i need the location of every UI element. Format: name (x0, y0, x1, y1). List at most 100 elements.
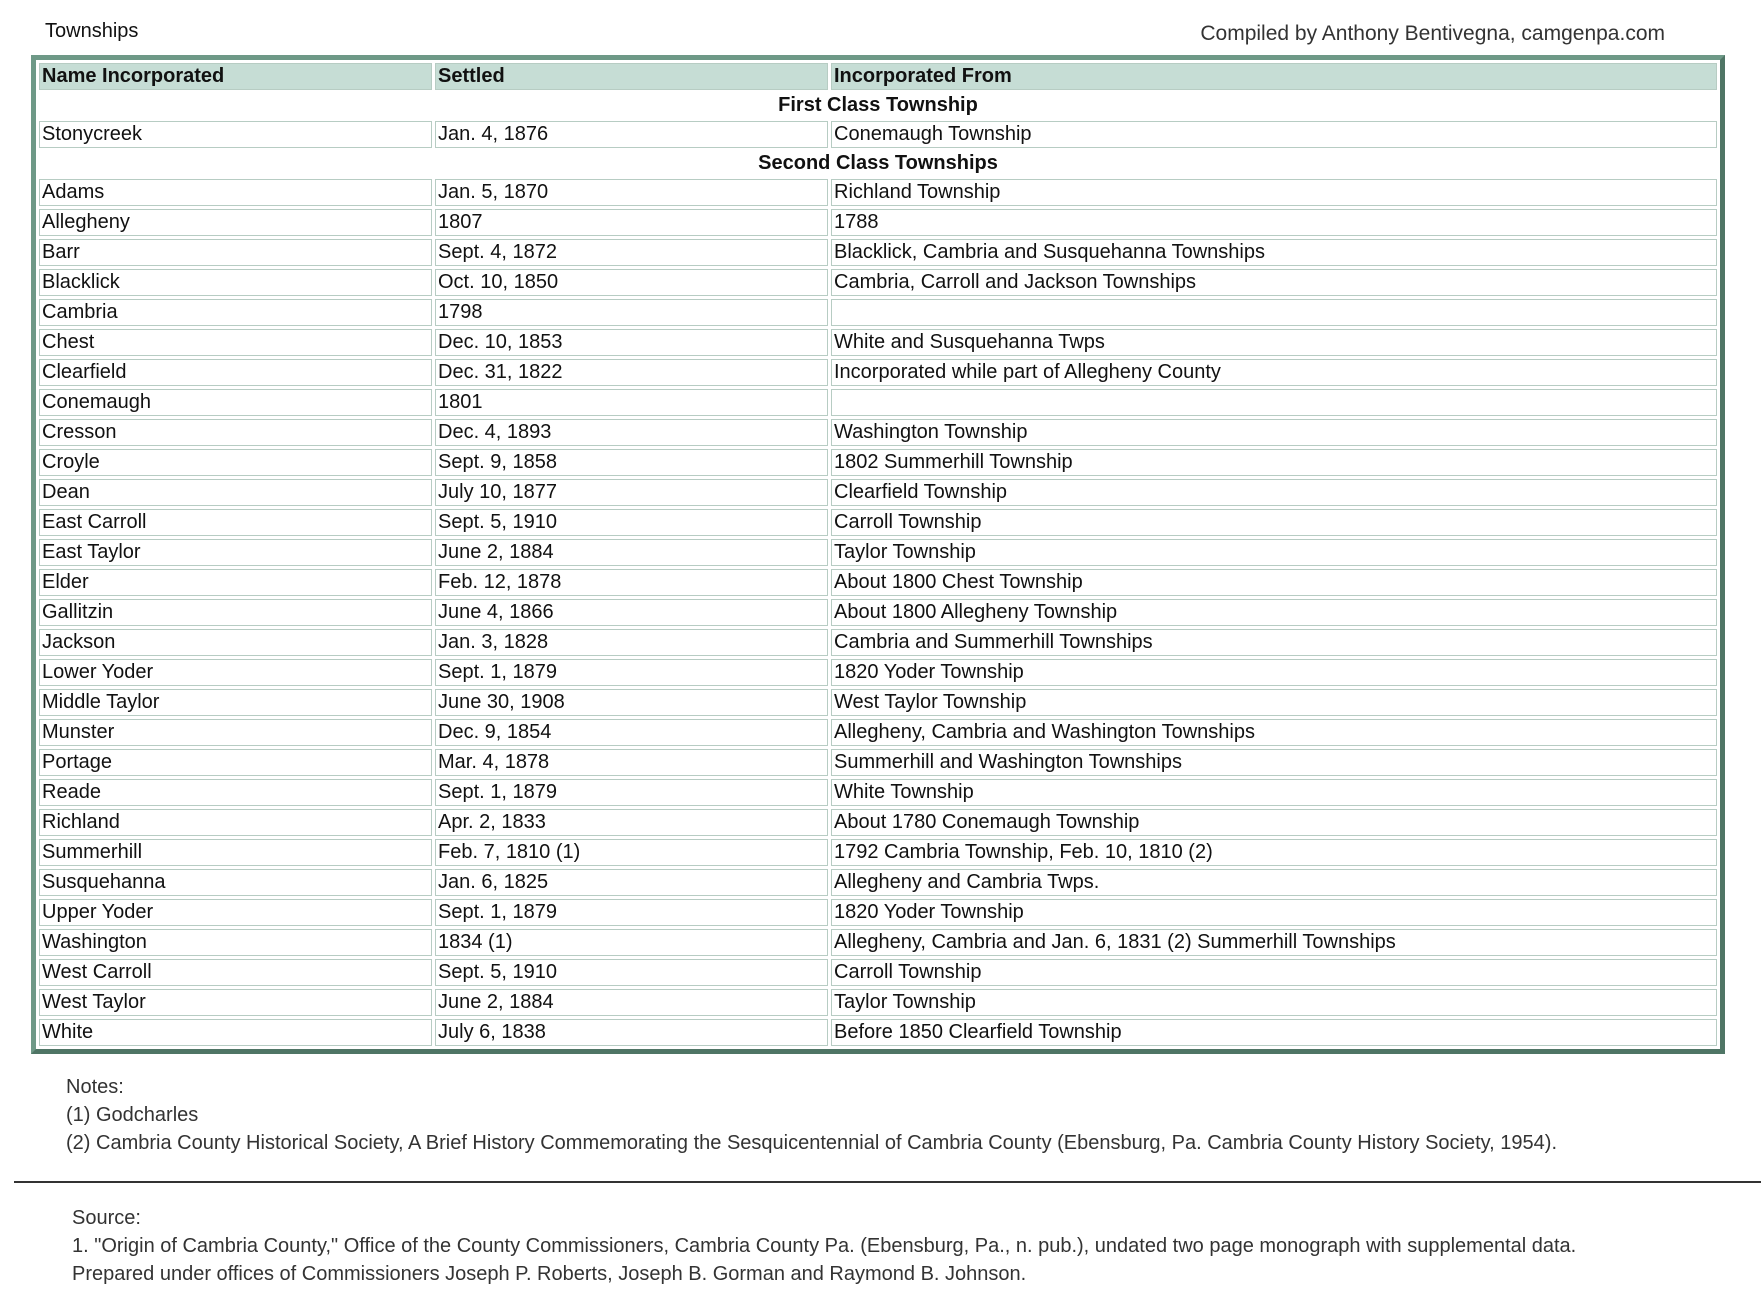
cell-settled: June 4, 1866 (435, 599, 828, 626)
cell-incorporated-from: West Taylor Township (831, 689, 1717, 716)
cell-name: Reade (39, 779, 432, 806)
cell-settled: Sept. 1, 1879 (435, 659, 828, 686)
source-line: 1. "Origin of Cambria County," Office of… (72, 1235, 1577, 1257)
table-row: Chest Dec. 10, 1853 White and Susquehanna … (39, 329, 1717, 356)
source-line: Prepared under offices of Commissioners … (72, 1263, 1027, 1285)
cell-incorporated-from: Cambria, Carroll and Jackson Townships (831, 269, 1717, 296)
cell-incorporated-from: 1788 (831, 209, 1717, 236)
cell-name: East Carroll (39, 509, 432, 536)
cell-settled: Jan. 4, 1876 (435, 121, 828, 148)
table-row: Jackson Jan. 3, 1828 Cambria and Summerhil… (39, 629, 1717, 656)
cell-name: West Carroll (39, 959, 432, 986)
source-heading: Source: (72, 1207, 141, 1229)
cell-incorporated-from: White and Susquehanna Twps (831, 329, 1717, 356)
table-row: West Taylor June 2, 1884 Taylor Township (39, 989, 1717, 1016)
section-label: First Class Township (778, 94, 978, 116)
table-row: Barr Sept. 4, 1872 Blacklick, Cambria and … (39, 239, 1717, 266)
cell-settled: June 2, 1884 (435, 539, 828, 566)
cell-incorporated-from: Richland Township (831, 179, 1717, 206)
table-row: Lower Yoder Sept. 1, 1879 1820 Yoder Towns… (39, 659, 1717, 686)
table-row: Blacklick Oct. 10, 1850 Cambria, Carroll a… (39, 269, 1717, 296)
cell-incorporated-from: Incorporated while part of Allegheny Cou… (831, 359, 1717, 386)
cell-incorporated-from: Allegheny, Cambria and Washington Townsh… (831, 719, 1717, 746)
cell-name: Cresson (39, 419, 432, 446)
cell-name: Adams (39, 179, 432, 206)
cell-incorporated-from: Allegheny, Cambria and Jan. 6, 1831 (2) … (831, 929, 1717, 956)
table-row: Conemaugh 1801 (39, 389, 1717, 416)
cell-settled: Apr. 2, 1833 (435, 809, 828, 836)
table-row: Portage Mar. 4, 1878 Summerhill and Washin… (39, 749, 1717, 776)
cell-settled: July 6, 1838 (435, 1019, 828, 1046)
notes-section: Notes: (1) Godcharles (2) Cambria County… (66, 1073, 1557, 1157)
cell-incorporated-from: Before 1850 Clearfield Township (831, 1019, 1717, 1046)
cell-incorporated-from: About 1800 Chest Township (831, 569, 1717, 596)
cell-settled: Oct. 10, 1850 (435, 269, 828, 296)
cell-settled: Sept. 4, 1872 (435, 239, 828, 266)
table-row: Reade Sept. 1, 1879 White Township (39, 779, 1717, 806)
cell-settled: Feb. 7, 1810 (1) (435, 839, 828, 866)
credit-line: Compiled by Anthony Bentivegna, camgenpa… (1200, 22, 1665, 45)
cell-incorporated-from: White Township (831, 779, 1717, 806)
cell-settled: Sept. 1, 1879 (435, 779, 828, 806)
cell-incorporated-from: Allegheny and Cambria Twps. (831, 869, 1717, 896)
section-header-row: First Class Township (39, 93, 1717, 118)
cell-settled: Sept. 5, 1910 (435, 509, 828, 536)
cell-name: Dean (39, 479, 432, 506)
table-row: Gallitzin June 4, 1866 About 1800 Alleghen… (39, 599, 1717, 626)
cell-incorporated-from: 1792 Cambria Township, Feb. 10, 1810 (2) (831, 839, 1717, 866)
cell-settled: Dec. 4, 1893 (435, 419, 828, 446)
cell-name: Blacklick (39, 269, 432, 296)
cell-name: Allegheny (39, 209, 432, 236)
cell-name: Stonycreek (39, 121, 432, 148)
cell-incorporated-from: Blacklick, Cambria and Susquehanna Towns… (831, 239, 1717, 266)
table-row: Summerhill Feb. 7, 1810 (1) 1792 Cambria T… (39, 839, 1717, 866)
table-row: Elder Feb. 12, 1878 About 1800 Chest Towns… (39, 569, 1717, 596)
table-row: Clearfield Dec. 31, 1822 Incorporated whil… (39, 359, 1717, 386)
cell-settled: Dec. 10, 1853 (435, 329, 828, 356)
cell-name: White (39, 1019, 432, 1046)
cell-name: Munster (39, 719, 432, 746)
table-row: Stonycreek Jan. 4, 1876 Conemaugh Township (39, 121, 1717, 148)
cell-incorporated-from: Taylor Township (831, 539, 1717, 566)
cell-name: Clearfield (39, 359, 432, 386)
cell-incorporated-from: Washington Township (831, 419, 1717, 446)
cell-name: Lower Yoder (39, 659, 432, 686)
cell-name: Barr (39, 239, 432, 266)
table-row: East Carroll Sept. 5, 1910 Carroll Townshi… (39, 509, 1717, 536)
cell-incorporated-from: About 1800 Allegheny Township (831, 599, 1717, 626)
cell-name: Washington (39, 929, 432, 956)
cell-name: Elder (39, 569, 432, 596)
table-row: Richland Apr. 2, 1833 About 1780 Conemaugh… (39, 809, 1717, 836)
cell-name: Summerhill (39, 839, 432, 866)
cell-name: East Taylor (39, 539, 432, 566)
cell-incorporated-from: 1802 Summerhill Township (831, 449, 1717, 476)
townships-table-container: Name Incorporated Settled Incorporated F… (31, 55, 1725, 1054)
cell-incorporated-from: Carroll Township (831, 959, 1717, 986)
cell-name: Cambria (39, 299, 432, 326)
cell-settled: 1801 (435, 389, 828, 416)
cell-settled: Jan. 3, 1828 (435, 629, 828, 656)
column-header-name: Name Incorporated (39, 63, 432, 90)
cell-name: Susquehanna (39, 869, 432, 896)
cell-settled: 1807 (435, 209, 828, 236)
cell-settled: Dec. 9, 1854 (435, 719, 828, 746)
cell-name: Chest (39, 329, 432, 356)
cell-settled: 1798 (435, 299, 828, 326)
note-line: (1) Godcharles (66, 1104, 199, 1126)
cell-settled: Feb. 12, 1878 (435, 569, 828, 596)
cell-incorporated-from: Taylor Township (831, 989, 1717, 1016)
table-row: Croyle Sept. 9, 1858 1802 Summerhill Towns… (39, 449, 1717, 476)
page-title: Townships (45, 20, 139, 42)
cell-incorporated-from (831, 389, 1717, 416)
table-row: West Carroll Sept. 5, 1910 Carroll Townshi… (39, 959, 1717, 986)
cell-incorporated-from: 1820 Yoder Township (831, 899, 1717, 926)
cell-name: West Taylor (39, 989, 432, 1016)
note-line: (2) Cambria County Historical Society, A… (66, 1132, 1557, 1154)
cell-name: Jackson (39, 629, 432, 656)
cell-name: Upper Yoder (39, 899, 432, 926)
table-row: Cambria 1798 (39, 299, 1717, 326)
column-header-incorporated-from: Incorporated From (831, 63, 1717, 90)
notes-heading: Notes: (66, 1076, 124, 1098)
cell-settled: Mar. 4, 1878 (435, 749, 828, 776)
column-header-settled: Settled (435, 63, 828, 90)
